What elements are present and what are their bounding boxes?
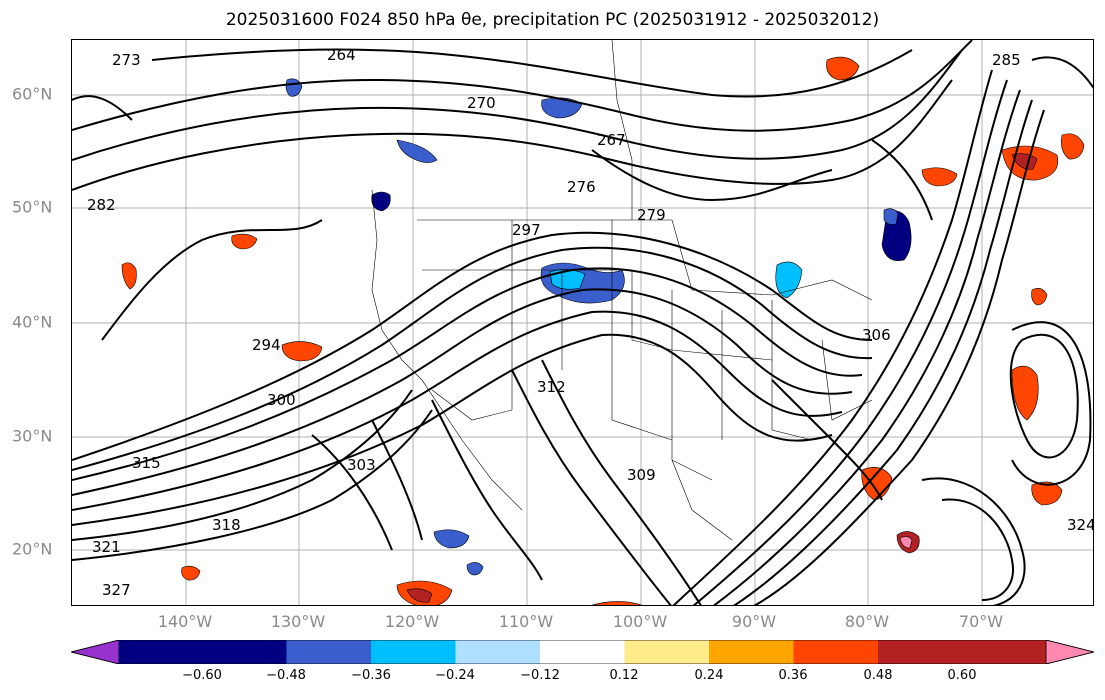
colorbar-cell [371,640,456,664]
colorbar-tick-label: −0.24 [435,668,475,683]
contour-label: 324 [1067,516,1094,534]
lat-label: 20°N [12,539,53,559]
lat-label: 50°N [12,197,53,217]
colorbar-cell [709,640,794,664]
colorbar-tick-label: 0.24 [694,668,724,683]
lon-label: 100°W [612,612,668,631]
contour-label: 282 [87,196,116,214]
lon-label: 80°W [844,612,890,631]
lon-label: 110°W [498,612,554,631]
colorbar-tick-label: 0.60 [947,668,977,683]
map-canvas: 264 270 276 267 279 282 294 297 300 303 … [72,40,1094,605]
contour-label: 294 [252,336,281,354]
lon-label: 70°W [958,612,1004,631]
lat-label: 60°N [12,84,53,104]
lon-label: 140°W [157,612,213,631]
lat-label: 30°N [12,426,53,446]
colorbar-tick-label: 0.48 [863,668,893,683]
colorbar-cell [286,640,371,664]
contour-label: 318 [212,516,241,534]
lon-label: 120°W [384,612,440,631]
colorbar-cell [540,640,625,664]
contour-label: 285 [992,51,1021,69]
lon-label: 90°W [731,612,777,631]
map-panel: 264 270 276 267 279 282 294 297 300 303 … [71,39,1094,606]
colorbar-cell [878,640,1046,664]
contour-label: 300 [267,391,296,409]
contour-label: 303 [347,456,376,474]
lon-label: 130°W [270,612,326,631]
contour-label: 321 [92,538,121,556]
contour-label: 327 [102,581,131,599]
colorbar-tick-label: −0.48 [266,668,306,683]
contour-label: 306 [862,326,891,344]
contour-label: 264 [327,46,356,64]
colorbar-cell [119,640,287,664]
colorbar-cell [455,640,540,664]
colorbar-cell [793,640,878,664]
contour-label: 267 [597,131,626,149]
colorbar-cell [624,640,709,664]
graticule [72,40,1093,605]
colorbar-tick-label: 0.12 [609,668,639,683]
borders [371,40,873,541]
colorbar-tick-label: −0.12 [520,668,560,683]
contour-label: 312 [537,378,566,396]
colorbar-tick-label: 0.36 [778,668,808,683]
colorbar-tick-label: −0.36 [351,668,391,683]
theta-e-contours [72,40,1093,605]
colorbar-tick-label: −0.60 [182,668,222,683]
colorbar [71,640,1094,664]
lat-label: 40°N [12,312,53,332]
contour-label: 309 [627,466,656,484]
contour-label: 297 [512,221,541,239]
contour-label: 279 [637,206,666,224]
contour-label: 270 [467,94,496,112]
colorbar-cell [1045,640,1094,664]
contour-label: 315 [132,454,161,472]
contour-label: 273 [112,51,141,69]
contour-label: 276 [567,178,596,196]
colorbar-cell [71,640,120,664]
contour-labels: 264 270 276 267 279 282 294 297 300 303 … [87,46,1094,599]
map-title: 2025031600 F024 850 hPa θe, precipitatio… [225,10,880,30]
